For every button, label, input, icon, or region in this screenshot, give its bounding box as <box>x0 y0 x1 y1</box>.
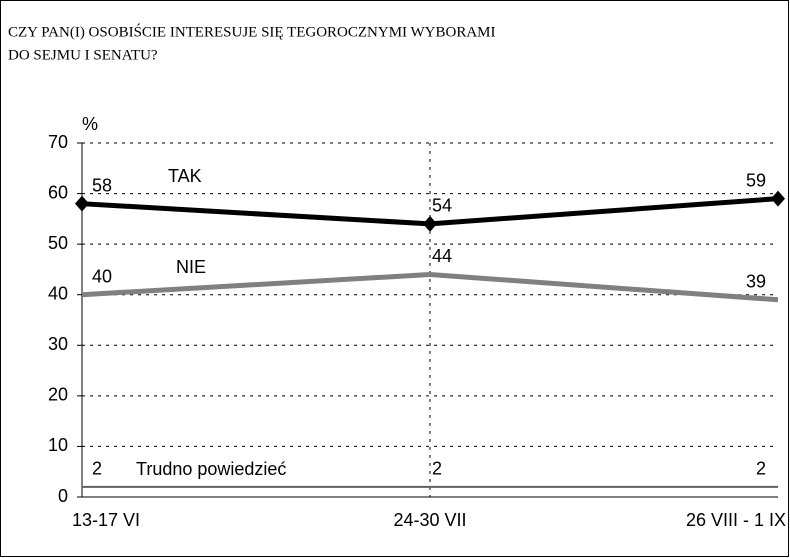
y-tick-label: 0 <box>58 486 68 506</box>
data-label: 2 <box>756 459 766 479</box>
x-tick-label: 13-17 VI <box>72 510 140 530</box>
chart-title: CZY PAN(I) OSOBIŚCIE INTERESUJE SIĘ TEGO… <box>8 23 496 40</box>
x-tick-label: 26 VIII - 1 IX <box>686 510 786 530</box>
y-axis-label: % <box>82 114 98 134</box>
series-name: TAK <box>168 166 202 186</box>
data-label: 40 <box>92 266 112 286</box>
y-tick-label: 20 <box>48 385 68 405</box>
y-tick-label: 50 <box>48 233 68 253</box>
y-tick-label: 60 <box>48 182 68 202</box>
data-label: 54 <box>432 196 452 216</box>
data-label: 44 <box>432 246 452 266</box>
y-tick-label: 40 <box>48 283 68 303</box>
y-tick-label: 70 <box>48 132 68 152</box>
series-name: Trudno powiedzieć <box>136 459 286 479</box>
chart-title: DO SEJMU I SENATU? <box>8 47 158 63</box>
point-marker <box>771 190 785 207</box>
y-tick-label: 30 <box>48 334 68 354</box>
point-marker <box>423 215 437 232</box>
x-tick-label: 24-30 VII <box>393 510 466 530</box>
data-label: 2 <box>432 459 442 479</box>
data-label: 58 <box>92 175 112 195</box>
data-label: 2 <box>92 459 102 479</box>
data-label: 59 <box>746 170 766 190</box>
series-line <box>81 271 779 303</box>
series-name: NIE <box>176 257 206 277</box>
data-label: 39 <box>746 272 766 292</box>
point-marker <box>75 195 89 212</box>
y-tick-label: 10 <box>48 435 68 455</box>
